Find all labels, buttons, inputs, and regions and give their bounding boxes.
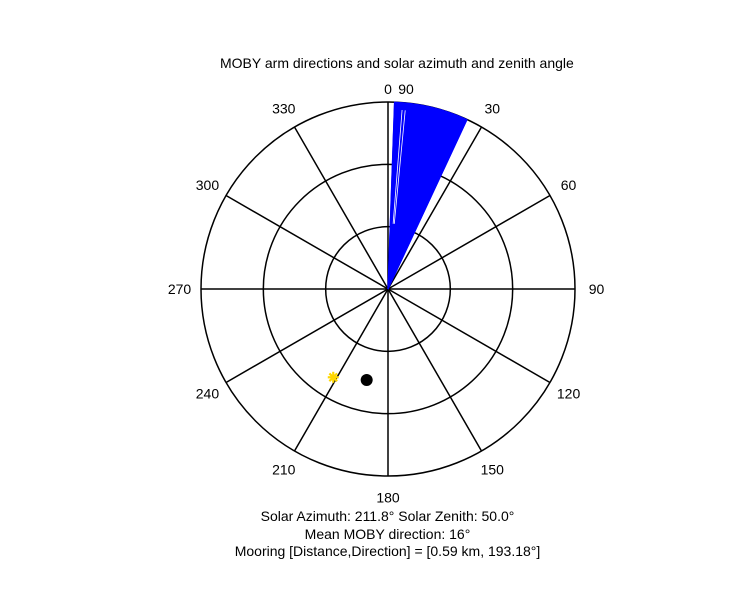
angle-tick-label: 30 (484, 100, 500, 116)
markers (327, 371, 373, 387)
angle-tick-label: 150 (481, 462, 505, 478)
mooring-marker (360, 374, 373, 387)
spoke-line (387, 194, 551, 290)
spoke-line (387, 288, 551, 384)
spoke-line (387, 288, 483, 452)
angle-tick-label: 240 (196, 385, 220, 401)
angle-tick-label: 120 (557, 385, 581, 401)
angle-tick-label: 60 (561, 177, 577, 193)
spoke-line (225, 194, 389, 290)
tick-labels: 0 30 60 90 120 150 180 210 240 270 300 330 90 (168, 81, 605, 506)
spoke-line (293, 288, 389, 452)
spoke-line (293, 126, 389, 290)
angle-tick-label: 210 (272, 462, 296, 478)
moby-arm-line (387, 119, 468, 290)
angle-tick-label: 180 (376, 490, 400, 506)
spoke-line (225, 288, 389, 384)
moby-arm-gap (393, 110, 406, 224)
sun-marker-stroke (328, 372, 338, 382)
chart-title: MOBY arm directions and solar azimuth an… (220, 55, 574, 71)
mean-direction-text: Mean MOBY direction: 16° (304, 526, 471, 542)
angle-tick-label: 330 (272, 100, 296, 116)
radial-tick-label: 90 (398, 81, 414, 97)
moby-arm-gap (392, 109, 403, 224)
sun-marker (327, 371, 339, 383)
angle-tick-label: 0 (384, 81, 392, 97)
solar-info-text: Solar Azimuth: 211.8° Solar Zenith: 50.0… (260, 508, 515, 524)
spoke-line (387, 126, 483, 290)
polar-grid (200, 101, 576, 477)
angle-tick-label: 90 (589, 281, 605, 297)
moby-arm-directions (387, 101, 468, 290)
mooring-info-text: Mooring [Distance,Direction] = [0.59 km,… (234, 543, 541, 559)
angle-tick-label: 300 (196, 177, 220, 193)
angle-tick-label: 270 (168, 281, 192, 297)
